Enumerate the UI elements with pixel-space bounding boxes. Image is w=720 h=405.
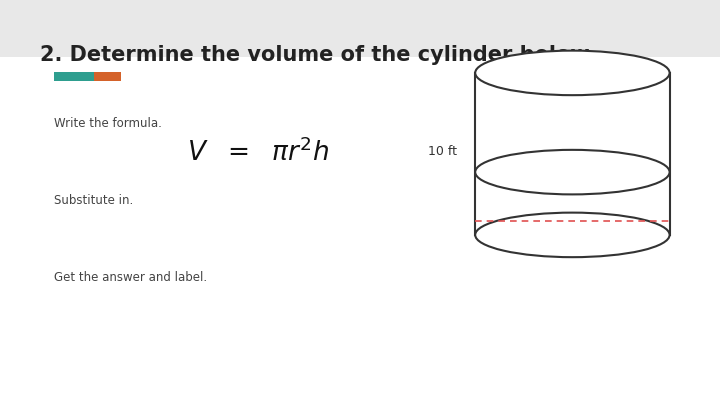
Text: Substitute in.: Substitute in. — [54, 194, 133, 207]
Text: 22 ft: 22 ft — [558, 234, 587, 247]
Ellipse shape — [475, 213, 670, 257]
FancyBboxPatch shape — [94, 72, 121, 81]
Text: Write the formula.: Write the formula. — [54, 117, 162, 130]
FancyBboxPatch shape — [54, 72, 94, 81]
FancyBboxPatch shape — [0, 57, 720, 405]
FancyBboxPatch shape — [0, 0, 720, 57]
FancyBboxPatch shape — [475, 73, 670, 235]
Text: Get the answer and label.: Get the answer and label. — [54, 271, 207, 284]
Text: $V\ \ =\ \ \pi r^2 h$: $V\ \ =\ \ \pi r^2 h$ — [187, 138, 329, 166]
Ellipse shape — [475, 150, 670, 194]
Text: 2. Determine the volume of the cylinder below: 2. Determine the volume of the cylinder … — [40, 45, 589, 65]
Text: 10 ft: 10 ft — [428, 145, 457, 158]
Ellipse shape — [475, 51, 670, 95]
